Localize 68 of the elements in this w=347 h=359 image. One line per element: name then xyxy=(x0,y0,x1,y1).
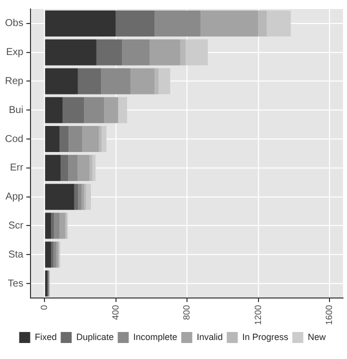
bar xyxy=(122,39,150,66)
bar xyxy=(118,97,128,124)
x-tick-label: 400 xyxy=(110,304,120,320)
x-tick-label: 0 xyxy=(39,304,50,310)
bar xyxy=(78,154,90,181)
legend-label: Incomplete xyxy=(133,332,178,342)
bar xyxy=(130,68,155,94)
bar xyxy=(258,10,267,36)
bar xyxy=(78,184,82,210)
y-tick-label: Sta xyxy=(8,249,24,260)
bar xyxy=(101,68,130,94)
bar xyxy=(60,212,66,239)
bar xyxy=(54,212,60,239)
bar xyxy=(104,97,118,124)
bar xyxy=(45,10,116,36)
bar xyxy=(68,154,78,181)
bar xyxy=(51,212,54,239)
bar xyxy=(84,97,104,124)
bar xyxy=(150,39,180,66)
bar xyxy=(62,97,84,124)
bar xyxy=(86,184,91,210)
bar xyxy=(98,126,102,152)
bar xyxy=(68,126,82,152)
bar xyxy=(96,39,122,66)
bar xyxy=(45,242,52,268)
bar xyxy=(154,10,201,36)
x-tick-label: 1200 xyxy=(252,304,263,326)
legend-label: Invalid xyxy=(196,332,223,342)
y-tick-label: App xyxy=(6,192,24,203)
x-tick-label: 1600 xyxy=(324,304,334,326)
bar xyxy=(45,68,78,94)
bar xyxy=(78,68,102,94)
bar xyxy=(92,154,96,181)
y-tick-label: Obs xyxy=(5,18,24,30)
bar xyxy=(200,10,258,36)
legend-label: Duplicate xyxy=(76,332,114,342)
y-tick-label: Bui xyxy=(8,104,24,116)
bar xyxy=(51,242,54,268)
bar xyxy=(81,184,84,210)
bar xyxy=(116,10,155,36)
y-tick-label: Cod xyxy=(4,134,24,145)
bar xyxy=(60,126,69,152)
bar xyxy=(45,126,60,152)
legend-label: Fixed xyxy=(34,332,57,342)
bar xyxy=(45,154,61,181)
bar xyxy=(180,39,186,66)
bar xyxy=(186,39,208,66)
bar xyxy=(266,10,291,36)
bar xyxy=(45,39,96,66)
bar xyxy=(60,154,68,181)
y-tick-label: Rep xyxy=(4,76,24,87)
bar xyxy=(82,126,99,152)
y-tick-label: Scr xyxy=(8,220,24,232)
bar xyxy=(90,154,92,181)
bar xyxy=(158,68,170,94)
bar xyxy=(45,212,52,239)
y-tick-label: Exp xyxy=(6,47,24,58)
legend-label: In Progress xyxy=(242,332,289,342)
bar xyxy=(154,68,159,94)
bar xyxy=(45,184,74,210)
bar xyxy=(102,126,106,152)
bar xyxy=(74,184,78,210)
y-tick-label: Tes xyxy=(8,278,24,290)
x-tick-label: 800 xyxy=(182,304,192,320)
bar xyxy=(45,97,63,124)
legend-label: New xyxy=(308,332,326,342)
y-tick-label: Err xyxy=(10,162,24,174)
bar xyxy=(54,242,56,268)
